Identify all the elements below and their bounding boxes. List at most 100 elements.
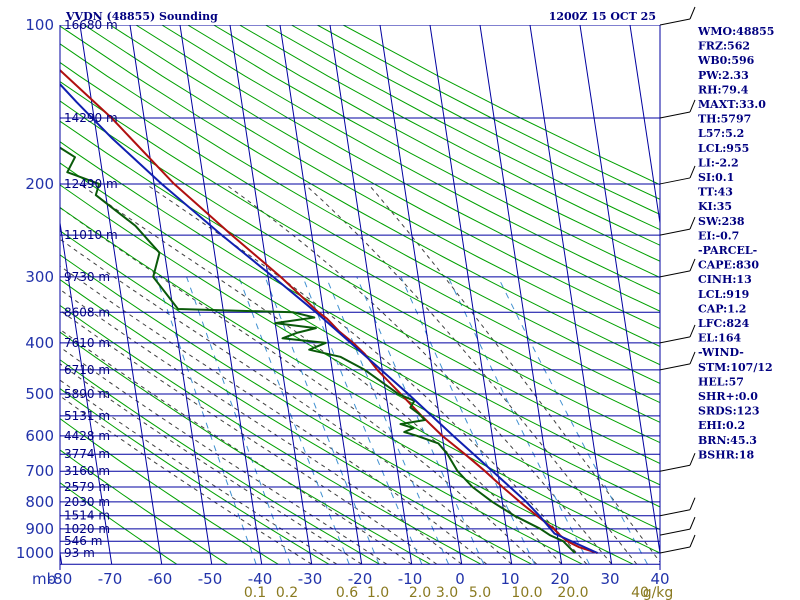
mixing-ratio-label: 2.0 xyxy=(409,585,431,600)
moist-adiabat xyxy=(60,379,337,565)
stat-line: -WIND- xyxy=(698,346,744,359)
wind-barb-shaft xyxy=(659,546,691,554)
height-label: 16680 m xyxy=(64,18,118,32)
height-label: 3160 m xyxy=(64,464,110,478)
temperature-tick-label: -50 xyxy=(198,570,223,588)
wind-barb-flag xyxy=(689,99,696,113)
stat-line: -PARCEL- xyxy=(698,244,757,257)
mixing-ratio-line xyxy=(155,276,257,565)
wind-barb xyxy=(659,6,696,26)
stat-line: CAP:1.2 xyxy=(698,302,746,315)
wind-barb xyxy=(659,216,696,236)
dry-adiabat xyxy=(187,25,660,279)
stat-line: SHR+:0.0 xyxy=(698,390,758,403)
sounding-traces xyxy=(60,68,598,554)
moist-adiabat xyxy=(60,328,412,565)
height-label: 9730 m xyxy=(64,270,110,284)
height-label: 8608 m xyxy=(64,305,110,319)
wind-barb-shaft xyxy=(659,270,691,278)
mixing-ratio-lines xyxy=(155,276,648,565)
wind-barb-flag xyxy=(689,324,696,338)
wind-barb-flag xyxy=(689,497,696,510)
wind-barb-shaft xyxy=(659,509,691,517)
wind-barb-flag xyxy=(689,6,696,20)
diagram-background xyxy=(0,25,660,565)
mixing-ratio-label: g/kg xyxy=(643,585,674,600)
isotherm-line xyxy=(0,25,12,564)
mixing-ratio-label: 1.0 xyxy=(367,585,389,600)
wind-barb-flag xyxy=(689,534,696,548)
stat-line: EI:-0.7 xyxy=(698,229,739,242)
wind-barb-flag xyxy=(689,351,696,365)
isotherm-line xyxy=(329,25,413,565)
height-label: 2030 m xyxy=(64,495,110,509)
isotherm-line xyxy=(79,25,163,565)
mixing-ratio-label: 10.0 xyxy=(511,585,542,600)
stat-line: SW:238 xyxy=(698,215,745,228)
stat-line: EL:164 xyxy=(698,332,741,345)
height-label: 1020 m xyxy=(64,522,110,536)
stat-line: CAPE:830 xyxy=(698,259,759,272)
dry-adiabat xyxy=(60,162,660,508)
mixing-ratio-line xyxy=(400,276,536,565)
moist-adiabat xyxy=(224,183,613,565)
moist-adiabat xyxy=(60,309,437,565)
temperature-tick-label: 30 xyxy=(600,570,619,588)
isotherm-lines xyxy=(0,25,660,565)
mixing-ratio-label: 0.6 xyxy=(336,585,358,600)
stat-line: LCL:919 xyxy=(698,288,749,301)
wind-barb xyxy=(659,258,696,278)
dry-adiabat xyxy=(60,418,279,565)
temperature-tick-label: 10 xyxy=(500,570,519,588)
moist-adiabat xyxy=(60,395,312,565)
wind-barb-shaft xyxy=(659,363,691,371)
mixing-ratio-label: 0.1 xyxy=(244,585,266,600)
mixing-ratio-line xyxy=(302,276,423,565)
temperature-tick-label: -10 xyxy=(398,570,423,588)
wind-barb xyxy=(659,516,696,536)
stat-line: CINH:13 xyxy=(698,273,752,286)
dry-adiabat xyxy=(60,331,431,565)
dry-adiabat xyxy=(60,120,660,465)
temperature-tick-label: -60 xyxy=(148,570,173,588)
mixing-ratio-line xyxy=(186,276,291,565)
mixing-ratio-line xyxy=(325,276,450,565)
wind-barb-shaft xyxy=(659,18,691,26)
moist-adiabat xyxy=(60,238,513,565)
height-label: 11010 m xyxy=(64,228,118,242)
mixing-ratio-line xyxy=(264,276,380,565)
dry-adiabat xyxy=(60,359,380,565)
stat-line: EHI:0.2 xyxy=(698,419,745,432)
wind-barb-flag xyxy=(689,165,696,179)
height-labels: 16680 m 14290 m 12490 m 11010 m 9730 m 8608 m… xyxy=(64,18,118,560)
mixing-ratio-label: 3.0 xyxy=(436,585,458,600)
dry-adiabat xyxy=(60,388,330,565)
pressure-tick-label: 1000 xyxy=(16,544,54,562)
wind-barbs xyxy=(659,6,696,554)
temperature-tick-label: 20 xyxy=(550,570,569,588)
isotherm-line xyxy=(60,219,113,565)
height-label: 546 m xyxy=(64,534,102,548)
mixing-ratio-label: 5.0 xyxy=(469,585,491,600)
wind-barb xyxy=(659,165,696,185)
wind-barb xyxy=(659,453,696,472)
parcel-trace xyxy=(60,82,598,554)
dry-adiabat xyxy=(60,61,660,404)
pressure-tick-label: 100 xyxy=(25,16,54,34)
temperature-tick-label: -80 xyxy=(48,570,73,588)
height-label: 12490 m xyxy=(64,177,118,191)
pressure-tick-label: 500 xyxy=(25,385,54,403)
isotherm-line xyxy=(129,25,213,565)
stat-line: HEL:57 xyxy=(698,375,744,388)
wind-barb-shaft xyxy=(659,464,691,472)
isotherm-line xyxy=(579,25,660,557)
dry-adiabat xyxy=(60,230,634,565)
height-label: 4428 m xyxy=(64,429,110,443)
wind-barb-flag xyxy=(689,453,696,466)
pressure-axis-labels: 100 200 300 400 500 600 700 800 900 1000 xyxy=(16,16,54,562)
stat-line: SRDS:123 xyxy=(698,405,760,418)
stat-line: STM:107/12 xyxy=(698,361,773,374)
stat-line: LI:-2.2 xyxy=(698,156,739,169)
isotherm-line xyxy=(379,25,463,565)
